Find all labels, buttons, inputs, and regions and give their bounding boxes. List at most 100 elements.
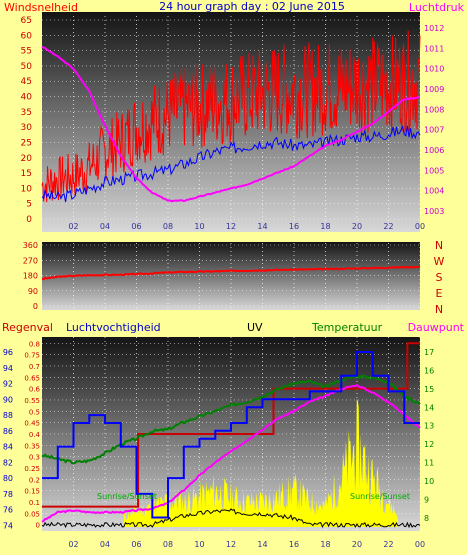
- y-tick-label-humidity: 86: [3, 427, 13, 436]
- y-tick-label-temperature: 8: [424, 514, 429, 523]
- y-tick-label-rain: 0.1: [29, 499, 40, 507]
- x-tick-label: 02: [68, 222, 78, 231]
- x-tick-label: 08: [163, 540, 173, 549]
- x-tick-label: 20: [352, 540, 362, 549]
- page-title: 24 hour graph day : 02 June 2015: [159, 0, 345, 13]
- y-tick-label-pressure: 1008: [424, 105, 444, 114]
- x-tick-label: 18: [320, 540, 330, 549]
- x-tick-label: 00: [415, 540, 425, 549]
- y-tick-label-rain: 0.45: [24, 420, 40, 428]
- y-tick-label-temperature: 16: [424, 366, 434, 375]
- direction-letter-label: N: [435, 239, 443, 252]
- y-tick-label-rain: 0: [36, 522, 40, 530]
- x-tick-label: 18: [320, 222, 330, 231]
- y-tick-label-wind: 35: [21, 108, 32, 118]
- x-tick-label: 16: [289, 222, 299, 231]
- y-tick-label-humidity: 88: [3, 411, 13, 420]
- y-tick-label-rain: 0.3: [29, 454, 40, 462]
- y-tick-label-wind: 50: [21, 62, 33, 72]
- y-tick-label-rain: 0.75: [24, 352, 40, 360]
- wind-average-line: [41, 125, 421, 203]
- y-tick-label-humidity: 96: [3, 348, 13, 357]
- x-tick-label: 22: [383, 540, 393, 549]
- y-tick-label-wind: 20: [21, 154, 33, 164]
- wind-speed-label: Windsnelheid: [4, 1, 78, 14]
- y-tick-label-pressure: 1010: [424, 65, 444, 74]
- x-tick-label: 04: [100, 540, 110, 549]
- pressure-label: Luchtdruk: [409, 1, 465, 14]
- y-tick-label-rain: 0.2: [29, 476, 40, 484]
- direction-letter-label: S: [436, 271, 443, 284]
- pressure-line: [41, 45, 420, 203]
- humidity-line: [42, 351, 420, 519]
- direction-letter-label: W: [434, 255, 445, 268]
- y-tick-label-rain: 0.6: [29, 386, 41, 394]
- x-tick-label: 14: [257, 540, 267, 549]
- y-tick-label-temperature: 12: [424, 440, 434, 449]
- y-tick-label-wind: 10: [21, 184, 33, 194]
- y-tick-label-pressure: 1005: [424, 166, 444, 175]
- humidity-label: Luchtvochtigheid: [66, 321, 161, 334]
- rain-label: Regenval: [2, 321, 53, 334]
- y-tick-label-rain: 0.4: [29, 431, 41, 439]
- y-tick-label-rain: 0.15: [24, 488, 40, 496]
- x-tick-label: 10: [194, 222, 204, 231]
- direction-letter-label: N: [435, 303, 443, 316]
- y-tick-label-humidity: 92: [3, 380, 13, 389]
- y-tick-label-rain: 0.55: [24, 397, 40, 405]
- x-tick-label: 10: [194, 540, 204, 549]
- y-tick-label-wind: 40: [21, 93, 33, 103]
- y-tick-label-wind: 60: [21, 31, 33, 41]
- x-tick-label: 14: [257, 222, 267, 231]
- wind-direction-line: [41, 265, 421, 281]
- x-tick-label: 06: [131, 540, 141, 549]
- x-tick-label: 00: [415, 222, 425, 231]
- dewpoint-line: [41, 383, 421, 523]
- y-tick-label-humidity: 74: [3, 521, 13, 530]
- y-tick-label-wind: 30: [21, 123, 33, 133]
- y-tick-label-rain: 0.7: [29, 363, 40, 371]
- y-tick-label-humidity: 78: [3, 490, 13, 499]
- x-tick-label: 16: [289, 540, 299, 549]
- y-tick-label-humidity: 90: [3, 395, 13, 404]
- x-tick-label: 22: [383, 222, 393, 231]
- y-tick-label-rain: 0.05: [24, 510, 40, 518]
- y-tick-label-wind: 25: [21, 138, 32, 148]
- y-tick-label-rain: 0.8: [29, 340, 40, 348]
- direction-letter-label: E: [436, 287, 443, 300]
- dewpoint-label: Dauwpunt: [408, 321, 465, 334]
- x-tick-label: 12: [226, 222, 236, 231]
- y-tick-label-pressure: 1007: [424, 126, 444, 135]
- y-tick-label-humidity: 82: [3, 458, 13, 467]
- y-tick-label-direction: 0: [33, 302, 38, 311]
- sunset-annotation: Sunrise/Sunset: [350, 492, 410, 501]
- y-tick-label-temperature: 9: [424, 495, 429, 504]
- y-tick-label-humidity: 80: [3, 474, 13, 483]
- y-tick-label-wind: 0: [26, 215, 32, 225]
- y-tick-label-direction: 90: [28, 287, 38, 296]
- y-tick-label-rain: 0.25: [24, 465, 40, 473]
- x-tick-label: 04: [100, 222, 110, 231]
- y-tick-label-rain: 0.65: [24, 374, 40, 382]
- x-tick-label: 02: [68, 540, 78, 549]
- uv-label: UV: [247, 321, 263, 334]
- y-tick-label-direction: 360: [23, 241, 38, 250]
- y-tick-label-direction: 270: [23, 256, 38, 265]
- y-tick-label-wind: 45: [21, 77, 32, 87]
- y-tick-label-humidity: 76: [3, 506, 13, 515]
- y-tick-label-rain: 0.5: [29, 408, 40, 416]
- y-tick-label-wind: 5: [26, 200, 32, 210]
- uv-line: [41, 508, 421, 529]
- y-tick-label-humidity: 94: [3, 364, 13, 373]
- y-tick-label-pressure: 1011: [424, 44, 444, 53]
- y-tick-label-direction: 180: [23, 272, 38, 281]
- temperature-label: Temperatuur: [311, 321, 383, 334]
- x-tick-label: 20: [352, 222, 362, 231]
- y-tick-label-pressure: 1004: [424, 187, 444, 196]
- wind-gust-line: [41, 30, 421, 203]
- y-tick-label-pressure: 1006: [424, 146, 444, 155]
- y-tick-label-wind: 65: [21, 16, 32, 26]
- y-tick-label-pressure: 1009: [424, 85, 444, 94]
- y-tick-label-temperature: 10: [424, 477, 434, 486]
